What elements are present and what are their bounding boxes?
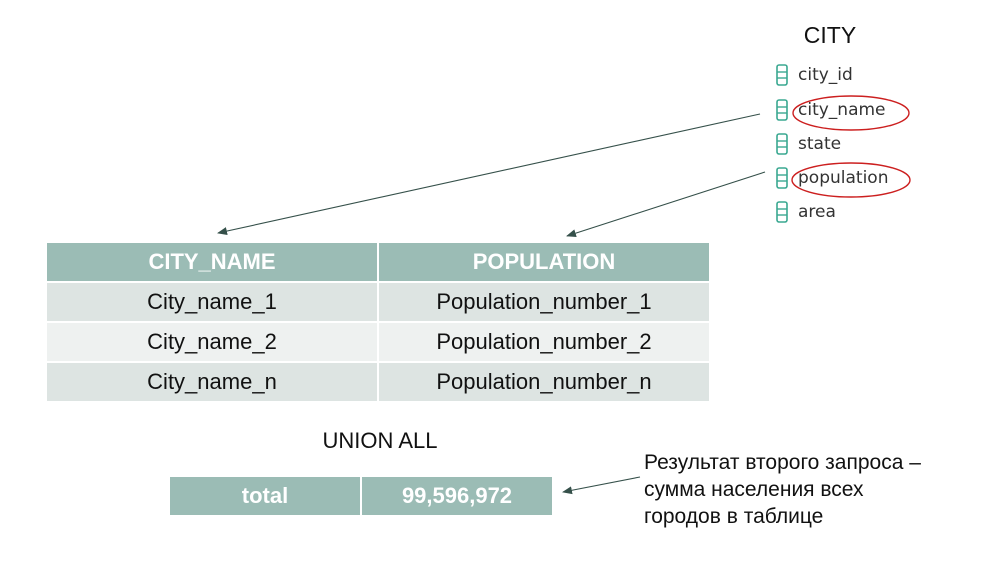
database-column-icon [776, 201, 788, 223]
total-label: total [170, 477, 362, 515]
database-column-icon [776, 99, 788, 121]
result-table: CITY_NAME POPULATION City_name_1 Populat… [47, 243, 709, 403]
note-line: городов в таблице [644, 505, 824, 528]
arrow-note-to-total [562, 476, 641, 495]
table-header-row: CITY_NAME POPULATION [47, 243, 709, 283]
column-header-population: POPULATION [378, 243, 709, 283]
table-cell: Population_number_1 [378, 282, 709, 323]
field-label: city_name [798, 100, 886, 120]
field-label: state [798, 134, 842, 154]
table-cell: City_name_2 [47, 322, 379, 363]
field-population: population [776, 165, 888, 191]
field-city-name: city_name [776, 97, 886, 123]
field-label: area [798, 202, 836, 222]
field-label: city_id [798, 65, 853, 85]
arrow-city-name-to-column [217, 113, 761, 235]
database-column-icon [776, 133, 788, 155]
highlight-ellipse-city-name [792, 95, 910, 131]
table-cell: Population_number_n [378, 362, 709, 403]
table-row: City_name_1 Population_number_1 [47, 282, 709, 323]
note-line: сумма населения всех [644, 478, 864, 501]
table-row: City_name_2 Population_number_2 [47, 322, 709, 363]
column-header-city-name: CITY_NAME [47, 243, 379, 283]
total-row: total 99,596,972 [170, 477, 552, 515]
union-all-label: UNION ALL [322, 428, 438, 453]
table-cell: Population_number_2 [378, 322, 709, 363]
highlight-ellipse-population [791, 162, 911, 198]
total-table: total 99,596,972 [170, 477, 552, 515]
database-column-icon [776, 64, 788, 86]
table-row: City_name_n Population_number_n [47, 362, 709, 403]
result-note: Результат второго запроса – сумма населе… [644, 449, 984, 530]
field-label: population [798, 168, 889, 188]
arrow-population-to-column [566, 171, 766, 238]
field-area: area [776, 199, 836, 225]
total-value: 99,596,972 [361, 477, 552, 515]
field-city-id: city_id [776, 62, 853, 88]
field-state: state [776, 131, 841, 157]
entity-title: CITY [803, 22, 857, 48]
note-line: Результат второго запроса – [644, 451, 921, 474]
table-cell: City_name_n [47, 362, 379, 403]
table-cell: City_name_1 [47, 282, 379, 323]
database-column-icon [776, 167, 788, 189]
